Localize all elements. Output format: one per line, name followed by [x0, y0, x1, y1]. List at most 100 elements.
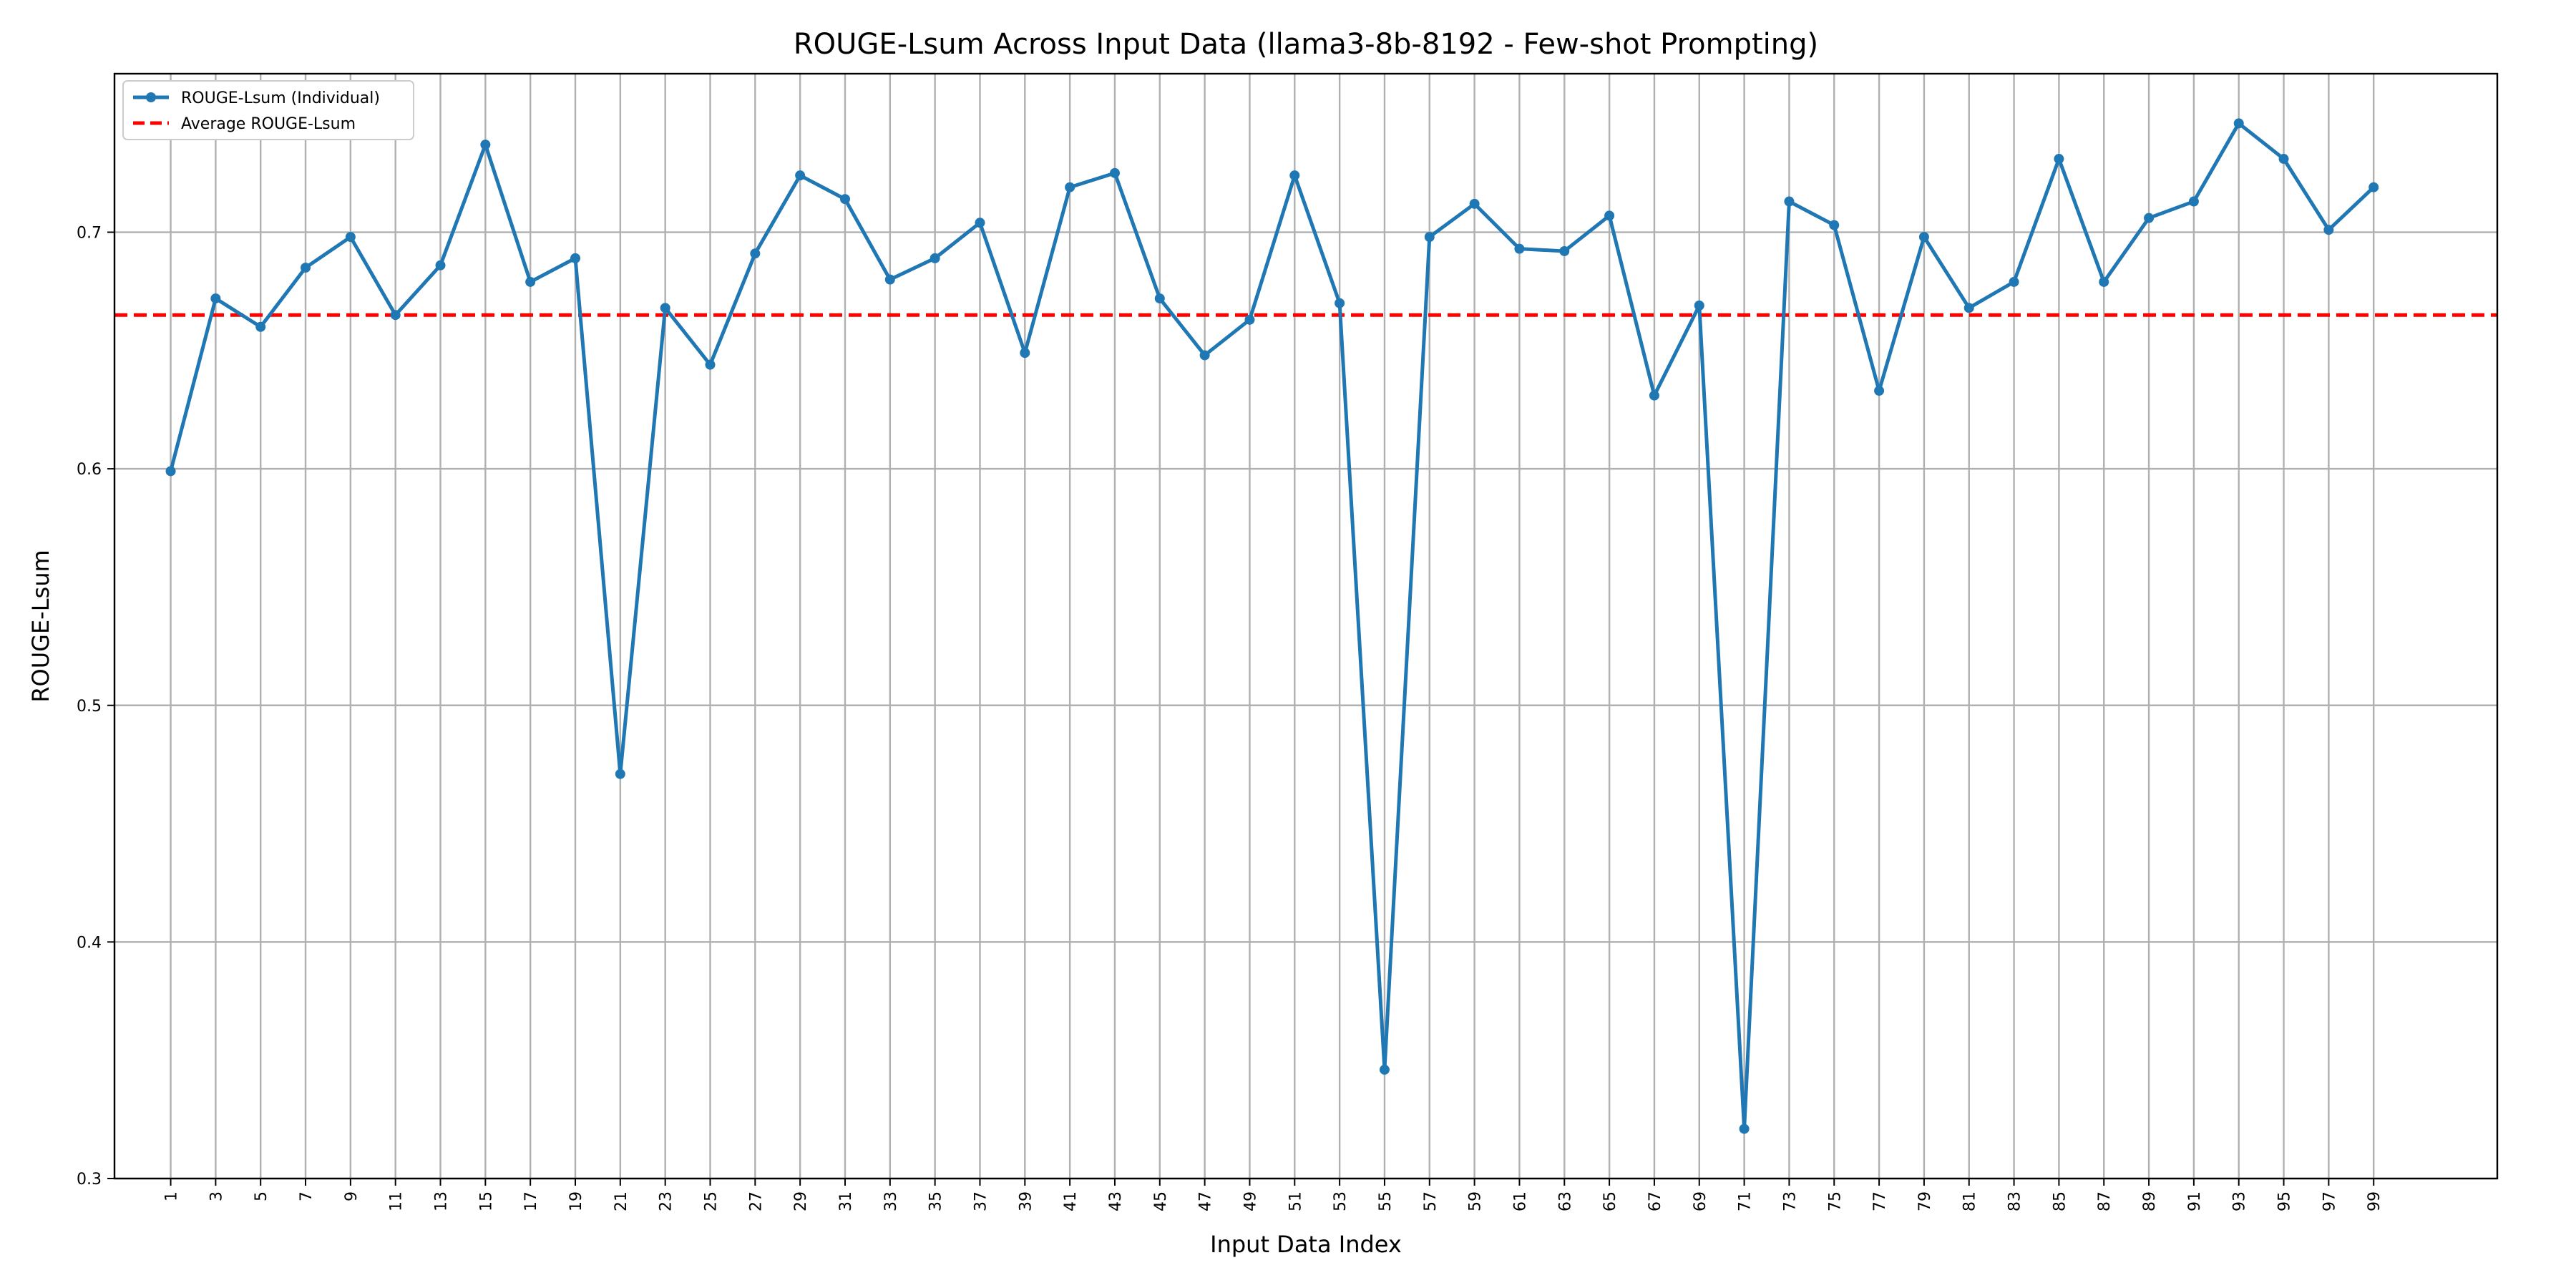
data-point	[1784, 196, 1795, 207]
data-point	[2278, 154, 2289, 165]
x-tick-label: 97	[2321, 1191, 2338, 1211]
x-tick-label: 71	[1737, 1191, 1755, 1211]
data-point	[1289, 170, 1300, 181]
data-point	[1604, 210, 1615, 221]
x-tick-label: 55	[1377, 1191, 1395, 1211]
data-point	[1514, 243, 1525, 254]
series-line-individual	[169, 121, 2375, 1131]
x-tick-label: 11	[388, 1191, 406, 1211]
data-point	[2054, 154, 2064, 165]
data-point	[1469, 198, 1480, 209]
x-tick-label: 3	[208, 1191, 225, 1201]
x-tick-label: 99	[2366, 1191, 2384, 1211]
data-point	[1963, 303, 1974, 313]
x-tick-label: 9	[343, 1191, 361, 1201]
grid-lines	[114, 74, 2497, 1180]
data-point	[2323, 225, 2334, 235]
legend-box	[122, 80, 414, 140]
x-tick-label: 91	[2186, 1191, 2204, 1211]
legend-marker-individual	[146, 92, 156, 102]
x-tick-label: 39	[1017, 1191, 1035, 1211]
data-point	[884, 274, 895, 285]
data-point	[1829, 220, 1840, 230]
data-point	[2233, 118, 2244, 129]
x-tick-label: 83	[2006, 1191, 2024, 1211]
data-point	[1020, 348, 1030, 358]
data-point	[165, 466, 176, 477]
x-tick-label: 57	[1422, 1191, 1440, 1211]
data-point	[345, 232, 356, 243]
x-ticks: 1 3 5 7 9 11 13 15 17 19 21 23 25 27 29 31 33 35 37 39 41 43 4…	[163, 1179, 2384, 1211]
x-tick-label: 37	[972, 1191, 990, 1211]
x-tick-label: 61	[1511, 1191, 1529, 1211]
x-tick-label: 85	[2051, 1191, 2069, 1211]
y-ticks: 0.3 0.4 0.5 0.6 0.7	[77, 225, 114, 1189]
y-tick-label: 0.3	[77, 1171, 102, 1189]
x-tick-label: 21	[613, 1191, 630, 1211]
data-point	[525, 276, 536, 287]
x-tick-label: 59	[1467, 1191, 1485, 1211]
data-point	[1244, 314, 1255, 325]
x-tick-label: 67	[1646, 1191, 1664, 1211]
data-point	[2099, 276, 2109, 287]
x-tick-label: 27	[747, 1191, 765, 1211]
legend: ROUGE-Lsum (Individual) Average ROUGE-Ls…	[122, 80, 414, 140]
x-tick-label: 19	[567, 1191, 585, 1211]
x-tick-label: 79	[1916, 1191, 1934, 1211]
data-point	[1335, 298, 1345, 308]
x-tick-label: 63	[1556, 1191, 1574, 1211]
x-tick-label: 89	[2141, 1191, 2159, 1211]
y-tick-label: 0.7	[77, 225, 102, 243]
data-point	[2188, 196, 2199, 207]
data-point	[210, 293, 221, 304]
data-point	[390, 310, 401, 321]
data-point	[930, 253, 940, 263]
data-point	[1649, 390, 1659, 401]
data-point	[1154, 293, 1165, 304]
x-tick-label: 13	[433, 1191, 451, 1211]
x-tick-label: 5	[253, 1191, 270, 1201]
legend-label-average: Average ROUGE-Lsum	[181, 115, 356, 133]
data-point	[480, 140, 491, 150]
x-tick-label: 1	[163, 1191, 181, 1201]
x-tick-label: 25	[703, 1191, 721, 1211]
legend-label-individual: ROUGE-Lsum (Individual)	[181, 89, 380, 107]
x-tick-label: 81	[1961, 1191, 1979, 1211]
data-point	[750, 248, 761, 259]
x-tick-label: 17	[522, 1191, 540, 1211]
x-tick-label: 7	[298, 1191, 316, 1201]
x-tick-label: 75	[1826, 1191, 1844, 1211]
data-point	[1559, 245, 1570, 256]
data-point	[1379, 1064, 1390, 1075]
data-point	[255, 321, 266, 332]
data-point	[615, 769, 625, 779]
x-axis-label: Input Data Index	[1210, 1231, 1402, 1258]
data-point	[839, 194, 850, 205]
x-tick-label: 93	[2231, 1191, 2249, 1211]
x-tick-label: 73	[1781, 1191, 1799, 1211]
x-tick-label: 95	[2276, 1191, 2294, 1211]
data-point	[660, 303, 670, 313]
x-tick-label: 15	[477, 1191, 495, 1211]
x-tick-label: 87	[2096, 1191, 2114, 1211]
data-point	[975, 218, 985, 228]
data-point	[1424, 232, 1435, 243]
y-tick-label: 0.6	[77, 461, 102, 479]
data-point	[2009, 276, 2019, 287]
data-point	[570, 253, 581, 263]
data-point	[1739, 1123, 1750, 1134]
data-point	[2368, 182, 2379, 192]
data-point	[705, 359, 716, 370]
data-point	[1918, 232, 1929, 243]
data-point	[795, 170, 806, 181]
x-tick-label: 35	[927, 1191, 945, 1211]
x-tick-label: 51	[1287, 1191, 1304, 1211]
x-tick-label: 45	[1152, 1191, 1170, 1211]
data-point	[301, 263, 311, 273]
x-tick-label: 31	[837, 1191, 855, 1211]
y-axis-label: ROUGE-Lsum	[27, 550, 54, 702]
series-layer	[165, 118, 2379, 1134]
x-tick-label: 23	[658, 1191, 675, 1211]
x-tick-label: 53	[1332, 1191, 1350, 1211]
